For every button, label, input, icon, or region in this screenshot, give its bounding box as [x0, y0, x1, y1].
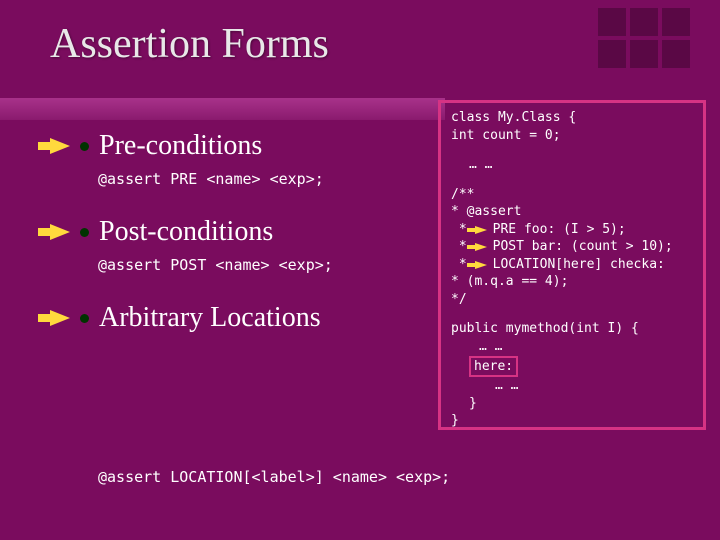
code-comment: * (m.q.a == 4); — [451, 273, 693, 291]
bullet-dot-icon — [80, 228, 89, 237]
code-line: class My.Class { — [451, 109, 693, 127]
arrow-icon — [475, 261, 487, 269]
header-accent-bar — [0, 98, 445, 120]
code-comment: * @assert — [451, 203, 693, 221]
code-label-here: here: — [451, 356, 693, 378]
code-postconditions: @assert POST <name> <exp>; — [98, 256, 430, 274]
arrow-icon — [50, 310, 70, 326]
code-comment: *PRE foo: (I > 5); — [451, 221, 693, 239]
bullet-list: Pre-conditions @assert PRE <name> <exp>;… — [50, 130, 430, 342]
corner-decoration — [598, 8, 690, 68]
heading-postconditions: Post-conditions — [99, 216, 273, 248]
code-preconditions: @assert PRE <name> <exp>; — [98, 170, 430, 188]
code-line: } — [451, 395, 693, 413]
code-arbitrary: @assert LOCATION[<label>] <name> <exp>; — [98, 468, 450, 486]
arrow-icon — [50, 224, 70, 240]
bullet-postconditions: Post-conditions — [50, 216, 430, 248]
slide-header: Assertion Forms — [0, 0, 720, 76]
bullet-preconditions: Pre-conditions — [50, 130, 430, 162]
code-comment: *LOCATION[here] checka: — [451, 256, 693, 274]
code-line: int count = 0; — [451, 127, 693, 145]
bullet-dot-icon — [80, 142, 89, 151]
code-comment: */ — [451, 291, 693, 309]
heading-preconditions: Pre-conditions — [99, 130, 262, 162]
code-ellipsis: … … — [451, 377, 693, 395]
code-example-box: class My.Class { int count = 0; … … /** … — [438, 100, 706, 430]
bullet-arbitrary: Arbitrary Locations — [50, 302, 430, 334]
bullet-dot-icon — [80, 314, 89, 323]
heading-arbitrary: Arbitrary Locations — [99, 302, 321, 334]
arrow-icon — [50, 138, 70, 154]
arrow-icon — [475, 243, 487, 251]
arrow-icon — [475, 226, 487, 234]
code-ellipsis: … … — [451, 338, 693, 356]
code-ellipsis: … … — [451, 156, 693, 174]
code-comment: /** — [451, 186, 693, 204]
code-line: public mymethod(int I) { — [451, 320, 693, 338]
code-line: } — [451, 412, 693, 430]
code-comment: *POST bar: (count > 10); — [451, 238, 693, 256]
